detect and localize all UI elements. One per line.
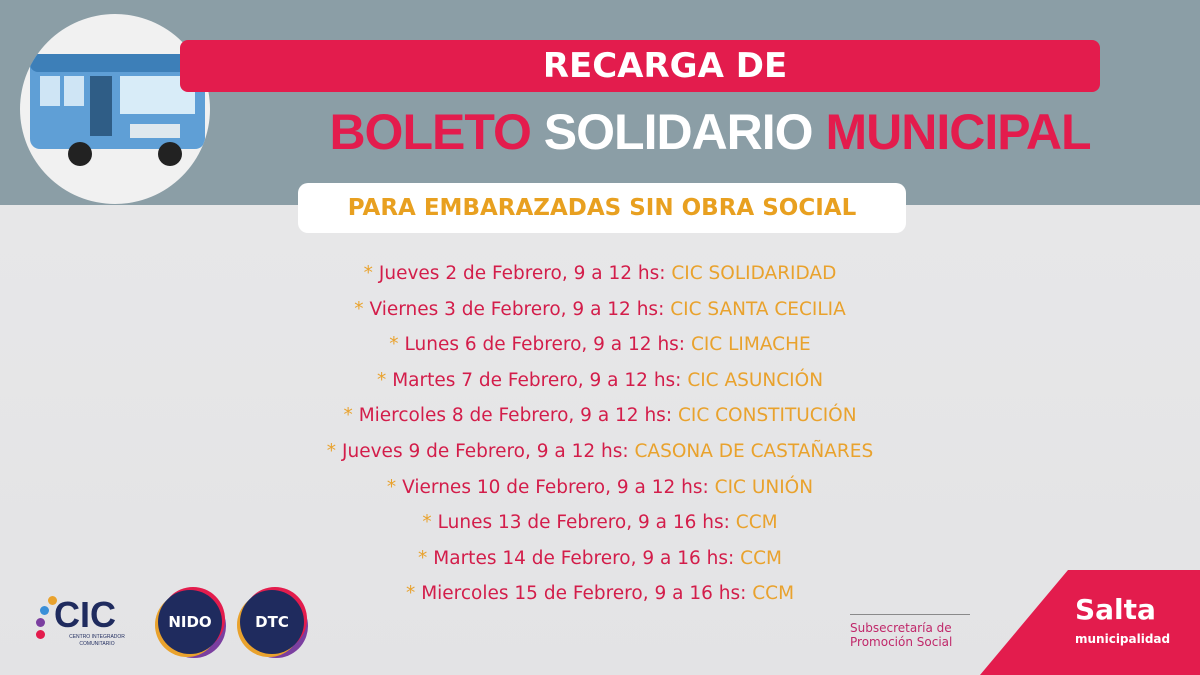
list-item: * Miercoles 15 de Febrero, 9 a 16 hs: CCM	[0, 576, 1200, 612]
title-word: BOLETO	[329, 104, 531, 160]
nido-logo: NIDO	[158, 590, 222, 654]
asterisk-icon: *	[363, 263, 373, 284]
partner-logos: CIC CENTRO INTEGRADOR COMUNITARIO NIDO D…	[36, 590, 304, 654]
list-item: * Martes 14 de Febrero, 9 a 16 hs: CCM	[0, 541, 1200, 577]
place: CIC ASUNCIÓN	[687, 369, 824, 391]
place: CIC CONSTITUCIÓN	[677, 405, 857, 427]
salta-subtext: municipalidad	[1075, 632, 1171, 646]
cic-subtext: CENTRO INTEGRADOR COMUNITARIO	[69, 634, 125, 647]
place: CIC SANTA CECILIA	[670, 298, 846, 320]
asterisk-icon: *	[386, 476, 397, 498]
cic-logo: CIC CENTRO INTEGRADOR COMUNITARIO	[36, 594, 140, 648]
page-title: BOLETO SOLIDARIO MUNICIPAL	[250, 104, 1170, 160]
place: CCM	[735, 512, 778, 534]
asterisk-icon: *	[418, 547, 428, 569]
place: CIC LIMACHE	[690, 334, 811, 356]
subsecretaria-label: Subsecretaría de Promoción Social	[850, 614, 970, 649]
list-item: * Viernes 3 de Febrero, 9 a 12 hs: CIC SA…	[0, 292, 1200, 328]
title-bar: RECARGA DE	[180, 40, 1100, 92]
cic-text: CIC	[54, 594, 116, 635]
list-item: * Martes 7 de Febrero, 9 a 12 hs: CIC ASU…	[0, 363, 1200, 399]
list-item: * Miercoles 8 de Febrero, 9 a 12 hs: CIC …	[0, 398, 1200, 434]
asterisk-icon: *	[354, 298, 364, 320]
date: Lunes 13 de Febrero, 9 a 16 hs:	[437, 512, 730, 534]
list-item: * Lunes 6 de Febrero, 9 a 12 hs: CIC LIMA…	[0, 327, 1200, 363]
subtitle: PARA EMBARAZADAS SIN OBRA SOCIAL	[298, 183, 906, 233]
asterisk-icon: *	[343, 405, 353, 427]
place: CASONA DE CASTAÑARES	[634, 440, 874, 462]
list-item: * Jueves 9 de Febrero, 9 a 12 hs: CASONA …	[0, 434, 1200, 470]
title-word: SOLIDARIO	[543, 104, 814, 160]
title-word: MUNICIPAL	[825, 104, 1091, 160]
bus-image	[20, 14, 210, 204]
dtc-logo: DTC	[240, 590, 304, 654]
place: CCM	[740, 547, 782, 569]
date: Martes 14 de Febrero, 9 a 16 hs:	[433, 547, 735, 569]
date: Miercoles 15 de Febrero, 9 a 16 hs:	[421, 583, 747, 605]
subsec-line: Subsecretaría de	[850, 621, 952, 635]
list-item: * Viernes 10 de Febrero, 9 a 12 hs: CIC U…	[0, 470, 1200, 506]
date: Lunes 6 de Febrero, 9 a 12 hs:	[404, 334, 686, 356]
date: Viernes 10 de Febrero, 9 a 12 hs:	[402, 476, 709, 498]
place: CIC UNIÓN	[714, 476, 814, 498]
salta-text: Salta	[1075, 593, 1156, 626]
date: Miercoles 8 de Febrero, 9 a 12 hs:	[358, 405, 673, 427]
list-item: * Lunes 13 de Febrero, 9 a 16 hs: CCM	[0, 505, 1200, 541]
place: CIC SOLIDARIDAD	[671, 263, 837, 284]
date: Martes 7 de Febrero, 9 a 12 hs:	[392, 369, 682, 391]
list-item: * Jueves 2 de Febrero, 9 a 12 hs: CIC SOL…	[0, 256, 1200, 292]
asterisk-icon: *	[326, 440, 337, 462]
place: CCM	[752, 583, 795, 605]
asterisk-icon: *	[405, 583, 416, 605]
asterisk-icon: *	[376, 369, 387, 391]
date: Jueves 2 de Febrero, 9 a 12 hs:	[378, 263, 666, 284]
asterisk-icon: *	[422, 512, 432, 534]
subsec-line: Promoción Social	[850, 635, 953, 649]
schedule-list: * Jueves 2 de Febrero, 9 a 12 hs: CIC SOL…	[0, 256, 1200, 612]
asterisk-icon: *	[389, 334, 399, 356]
date: Jueves 9 de Febrero, 9 a 12 hs:	[342, 440, 629, 462]
date: Viernes 3 de Febrero, 9 a 12 hs:	[369, 298, 665, 320]
